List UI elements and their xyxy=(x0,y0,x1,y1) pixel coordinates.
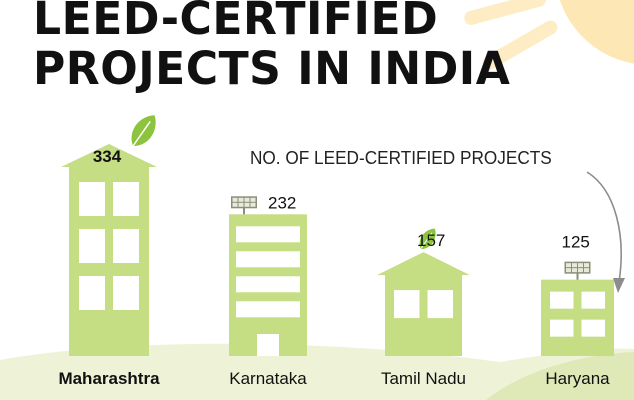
window xyxy=(113,182,139,216)
panel-cell xyxy=(578,263,583,268)
roof xyxy=(61,144,157,167)
window xyxy=(581,319,605,337)
window xyxy=(79,229,105,263)
window xyxy=(550,319,574,337)
arrow-head xyxy=(613,278,625,293)
window xyxy=(581,291,605,309)
bar-tamil-nadu: 157 Tamil Nadu xyxy=(377,228,470,388)
window xyxy=(113,229,139,263)
panel-cell xyxy=(584,263,589,268)
solar-panel-icon xyxy=(231,196,257,215)
category-label: Karnataka xyxy=(229,369,307,388)
panel-cell xyxy=(244,202,250,207)
chart-title-line2: PROJECTS IN INDIA xyxy=(33,42,511,95)
category-label: Tamil Nadu xyxy=(381,369,466,388)
window xyxy=(394,290,420,319)
category-label: Maharashtra xyxy=(58,369,160,388)
annotation-arrow xyxy=(586,171,625,293)
bar-haryana: 125 Haryana xyxy=(541,233,614,388)
panel-cell xyxy=(238,202,244,207)
bar-body xyxy=(541,279,614,356)
panel-cell xyxy=(250,197,256,202)
chart-subtitle: NO. OF LEED-CERTIFIED PROJECTS xyxy=(250,147,552,168)
value-label: 232 xyxy=(268,193,296,212)
window xyxy=(236,301,300,318)
panel-cell xyxy=(244,197,250,202)
leaf-vein xyxy=(132,120,151,147)
panel-cell xyxy=(584,268,589,273)
window xyxy=(550,291,574,309)
panel-cell xyxy=(572,268,577,273)
ground-hill-right xyxy=(486,352,634,400)
window xyxy=(236,226,300,243)
category-label: Haryana xyxy=(545,369,610,388)
panel-cell xyxy=(232,202,238,207)
sun-disc xyxy=(559,0,634,64)
arrow-curve xyxy=(586,171,622,283)
window xyxy=(113,276,139,310)
window xyxy=(236,276,300,293)
leaf-vein xyxy=(420,232,433,250)
window xyxy=(427,290,453,319)
leaf-icon xyxy=(131,115,156,147)
sun-icon xyxy=(464,0,634,70)
window xyxy=(79,182,105,216)
sun-ray xyxy=(482,20,558,70)
value-label: 334 xyxy=(93,147,122,166)
sun-ray xyxy=(464,0,546,25)
panel-cell xyxy=(572,263,577,268)
bar-maharashtra: 334 Maharashtra xyxy=(58,115,160,388)
leaf-icon xyxy=(419,228,436,250)
ground-hill xyxy=(0,343,634,400)
value-label: 157 xyxy=(417,231,445,250)
roof xyxy=(377,252,470,276)
value-label: 125 xyxy=(562,233,590,252)
panel-cell xyxy=(566,263,571,268)
door xyxy=(257,334,279,356)
chart-title-line1: LEED-CERTIFIED xyxy=(33,0,439,45)
window xyxy=(236,251,300,268)
window xyxy=(79,276,105,310)
solar-panel-icon xyxy=(564,261,591,280)
panel-cell xyxy=(238,197,244,202)
panel-cell xyxy=(250,202,256,207)
panel-cell xyxy=(566,268,571,273)
panel-cell xyxy=(578,268,583,273)
panel-cell xyxy=(232,197,238,202)
bar-karnataka: 232 Karnataka xyxy=(229,193,307,388)
